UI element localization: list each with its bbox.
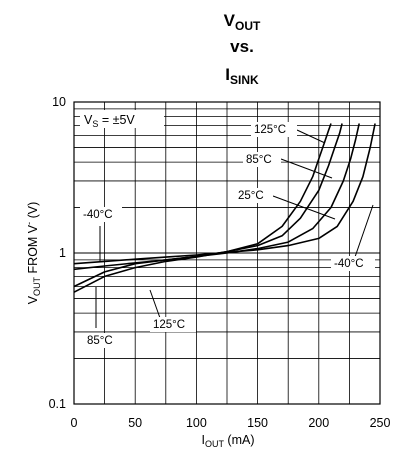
plot-frame: [73, 101, 381, 405]
label-bg-125c-top: [251, 122, 297, 137]
x-axis-label: IOUT (mA): [201, 433, 254, 449]
leader-125c-bottom: [149, 289, 161, 319]
x-tick-label: 150: [247, 416, 268, 430]
series-line: [73, 123, 332, 288]
label-bg-minus40c-left: [80, 207, 122, 222]
chart-title-line2: vs.: [230, 37, 254, 56]
x-tick-label: 200: [308, 416, 329, 430]
y-tick-labels: 0.1 1 10: [49, 95, 66, 411]
series-lines: [73, 123, 376, 293]
label-25c: 25°C: [238, 190, 264, 202]
leader-minus40c-right: [354, 204, 374, 258]
label-bg-minus40c-right: [331, 256, 375, 271]
x-tick-label: 250: [370, 416, 391, 430]
label-85c-bottom: 85°C: [87, 335, 113, 347]
label-bg-85c-top: [243, 152, 281, 167]
y-axis-label: VOUT FROM V- (V): [24, 202, 42, 305]
y-tick-label: 0.1: [49, 397, 66, 411]
x-tick-label: 50: [128, 416, 142, 430]
leader-25c: [272, 195, 336, 220]
label-minus40c-left: -40°C: [83, 209, 113, 221]
label-bg-25c: [235, 188, 273, 203]
annotations: 125°C 85°C 25°C -40°C -40°C 125°C 85°C: [80, 122, 375, 348]
label-minus40c-right: -40°C: [334, 258, 364, 270]
leader-125c-top: [296, 129, 326, 144]
series-line: [73, 123, 343, 293]
condition-label-bg: [80, 110, 164, 128]
label-125c-bottom: 125°C: [153, 319, 185, 331]
label-bg-85c-bottom: [84, 333, 122, 348]
leader-85c-top: [280, 158, 333, 179]
x-tick-label: 0: [71, 416, 78, 430]
label-bg-125c-bottom: [150, 317, 196, 332]
condition-label: VS = ±5V: [84, 113, 135, 129]
y-tick-label: 10: [52, 95, 66, 109]
series-line: [73, 123, 360, 271]
x-tick-labels: 0 50 100 150 200 250: [71, 416, 391, 430]
chart-title-line1: VOUT: [224, 11, 261, 33]
y-tick-label: 1: [59, 246, 66, 260]
label-85c-top: 85°C: [246, 154, 272, 166]
chart-title-line3: ISINK: [225, 65, 259, 87]
x-tick-label: 100: [186, 416, 207, 430]
series-line: [73, 123, 376, 265]
label-125c-top: 125°C: [254, 124, 286, 136]
